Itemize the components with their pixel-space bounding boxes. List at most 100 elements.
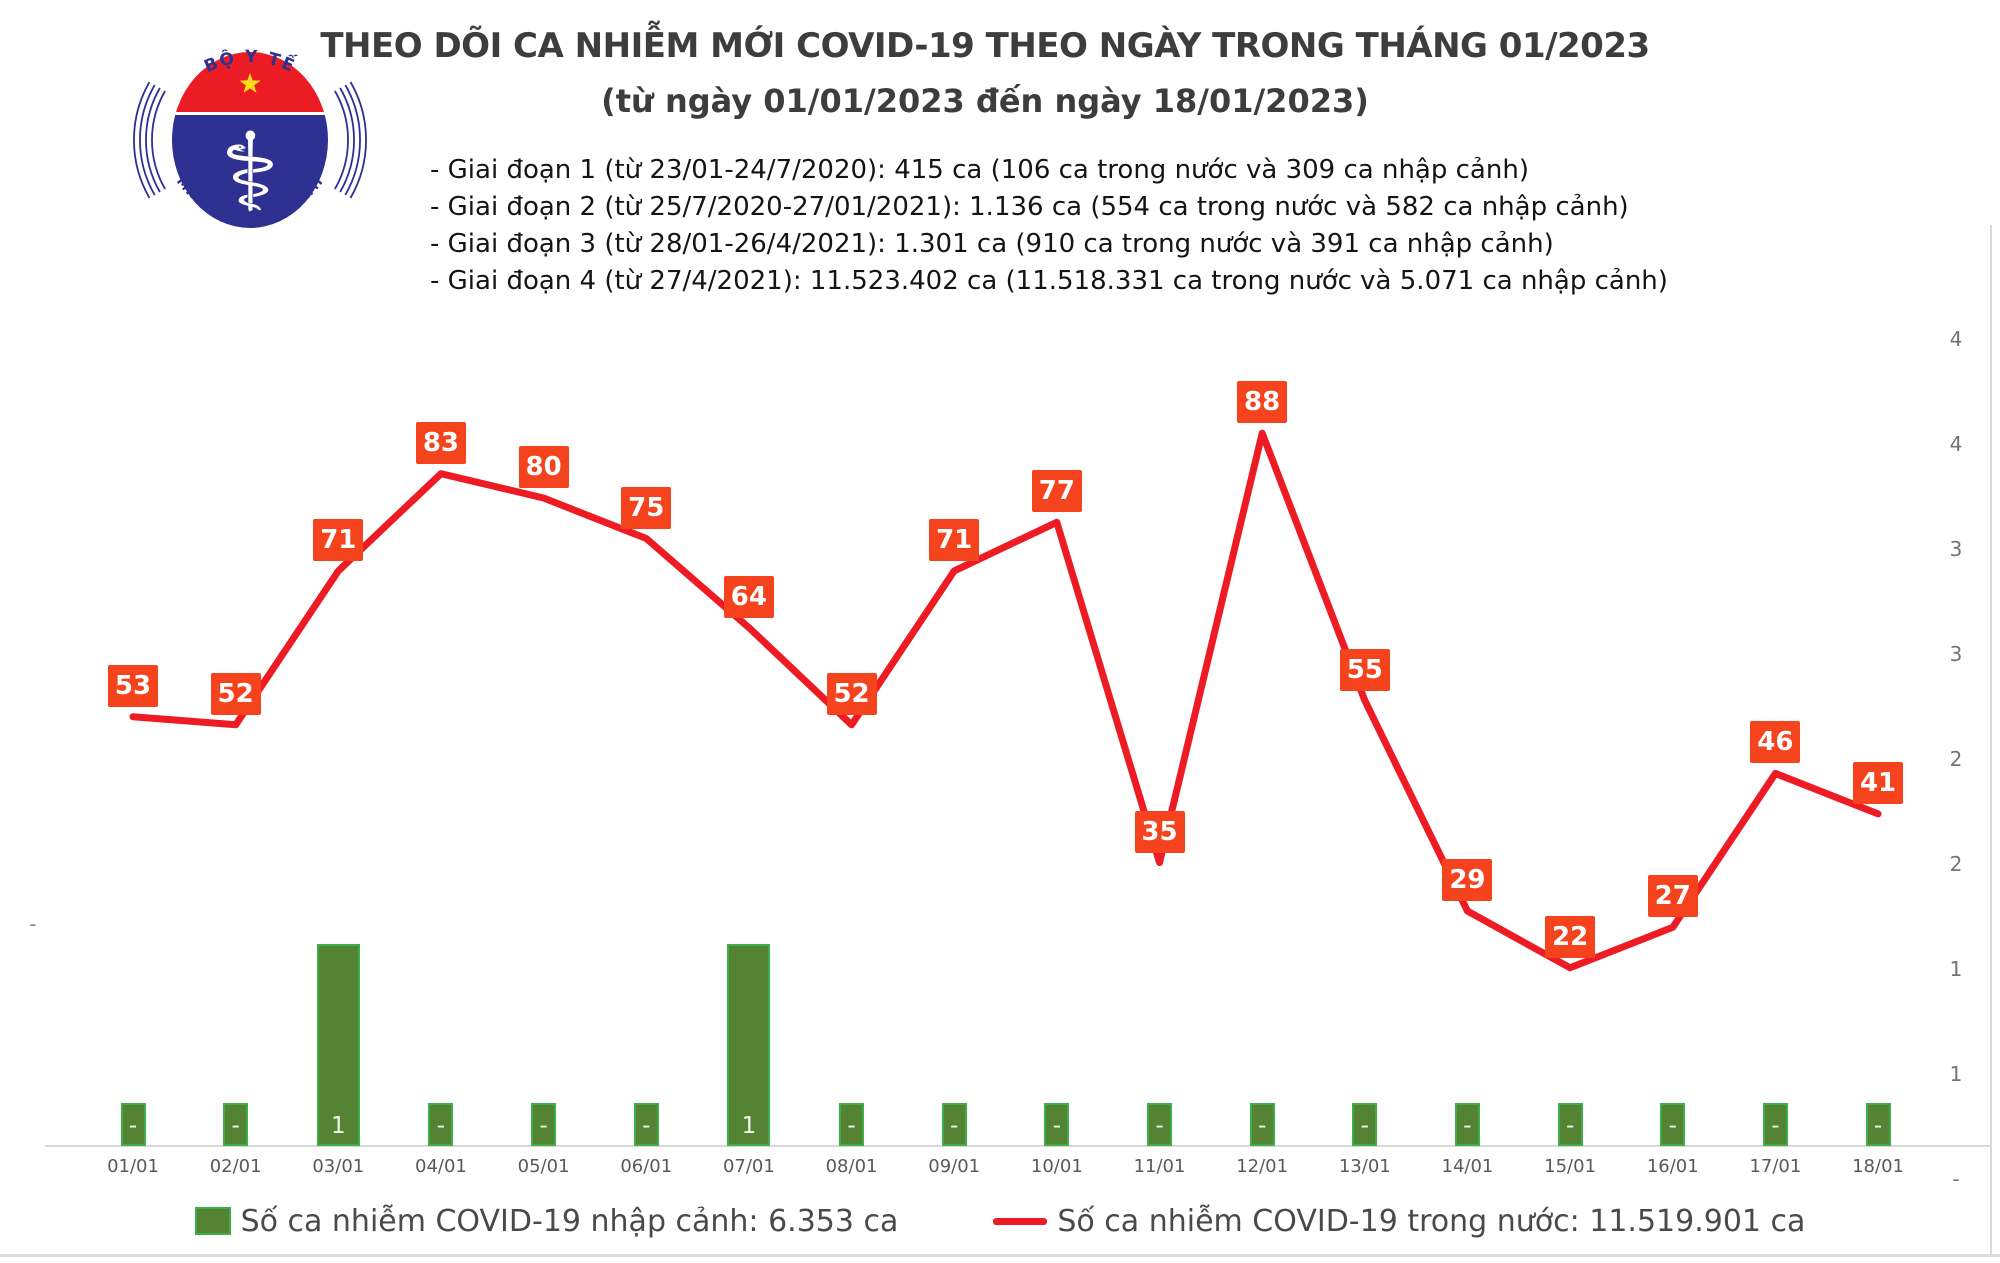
imported-case-label: - bbox=[642, 1113, 651, 1139]
bottom-border bbox=[0, 1254, 2000, 1257]
x-axis-label: 04/01 bbox=[415, 1156, 467, 1177]
domestic-case-label: 52 bbox=[826, 672, 877, 715]
ministry-of-health-logo: ⚕ BỘ Y TẾ MINISTRY OF HEALTH bbox=[133, 46, 367, 237]
imported-case-label: - bbox=[436, 1113, 446, 1139]
imported-cases-zero-bar: - bbox=[1762, 1103, 1788, 1146]
x-axis-label: 02/01 bbox=[209, 1156, 262, 1177]
phase-note-2: - Giai đoạn 2 (từ 25/7/2020-27/01/2021):… bbox=[430, 192, 1629, 222]
right-axis-label: 4 bbox=[1949, 327, 1963, 351]
imported-case-label: - bbox=[1360, 1113, 1369, 1139]
phase-note-4: - Giai đoạn 4 (từ 27/4/2021): 11.523.402… bbox=[430, 266, 1668, 296]
domestic-case-label: 83 bbox=[415, 421, 466, 464]
x-axis-label: 06/01 bbox=[620, 1156, 673, 1177]
imported-cases-zero-bar: - bbox=[1865, 1103, 1891, 1146]
imported-cases-zero-bar: - bbox=[633, 1103, 659, 1146]
right-axis-label: 1 bbox=[1949, 1062, 1963, 1086]
imported-cases-zero-bar: - bbox=[223, 1103, 249, 1146]
domestic-case-label: 53 bbox=[108, 664, 158, 707]
chart-legend: Số ca nhiễm COVID-19 nhập cảnh: 6.353 ca… bbox=[0, 1196, 2000, 1246]
right-axis-label: - bbox=[1952, 1167, 1960, 1191]
imported-cases-zero-bar: - bbox=[1660, 1103, 1686, 1146]
imported-case-label: - bbox=[128, 1113, 138, 1139]
imported-cases-zero-bar: - bbox=[1352, 1103, 1378, 1146]
imported-case-label: - bbox=[1463, 1113, 1472, 1139]
domestic-case-label: 27 bbox=[1647, 875, 1698, 918]
imported-cases-zero-bar: - bbox=[531, 1103, 557, 1146]
right-axis-label: 3 bbox=[1949, 537, 1963, 561]
imported-cases-zero-bar: - bbox=[839, 1103, 865, 1146]
imported-case-label: 1 bbox=[741, 1113, 757, 1139]
x-axis-label: 03/01 bbox=[312, 1156, 365, 1177]
right-axis-label: 2 bbox=[1949, 747, 1963, 771]
imported-cases-zero-bar: - bbox=[1044, 1103, 1070, 1146]
domestic-case-label: 64 bbox=[723, 575, 774, 618]
domestic-case-label: 71 bbox=[929, 518, 980, 561]
imported-case-label: - bbox=[1257, 1113, 1267, 1139]
legend-item-imported: Số ca nhiễm COVID-19 nhập cảnh: 6.353 ca bbox=[194, 1203, 899, 1239]
legend-domestic-label: Số ca nhiễm COVID-19 trong nước: 11.519.… bbox=[1057, 1203, 1806, 1239]
imported-case-label: - bbox=[231, 1113, 240, 1139]
left-axis-zero-label: - bbox=[29, 912, 37, 936]
phase-note-3: - Giai đoạn 3 (từ 28/01-26/4/2021): 1.30… bbox=[430, 229, 1554, 259]
x-axis-label: 17/01 bbox=[1749, 1156, 1802, 1177]
phase-note-1: - Giai đoạn 1 (từ 23/01-24/7/2020): 415 … bbox=[430, 155, 1529, 185]
right-axis-label: 3 bbox=[1949, 642, 1963, 666]
imported-case-label: - bbox=[950, 1113, 959, 1139]
imported-cases-zero-bar: - bbox=[1557, 1103, 1583, 1146]
imported-case-label: - bbox=[1873, 1113, 1883, 1139]
imported-case-label: - bbox=[847, 1113, 856, 1139]
legend-imported-label: Số ca nhiễm COVID-19 nhập cảnh: 6.353 ca bbox=[240, 1203, 899, 1239]
imported-cases-zero-bar: - bbox=[941, 1103, 967, 1146]
imported-cases-zero-bar: - bbox=[1454, 1103, 1480, 1146]
imported-cases-swatch-icon bbox=[194, 1207, 231, 1235]
rod-of-asclepius-icon: ⚕ bbox=[220, 109, 280, 237]
x-axis-label: 18/01 bbox=[1852, 1156, 1904, 1177]
imported-cases-bar: 1 bbox=[727, 944, 771, 1146]
domestic-case-label: 22 bbox=[1545, 915, 1596, 958]
x-axis-label: 11/01 bbox=[1133, 1156, 1186, 1177]
phase-notes: - Giai đoạn 1 (từ 23/01-24/7/2020): 415 … bbox=[430, 152, 1668, 300]
x-axis-label: 14/01 bbox=[1441, 1156, 1494, 1177]
x-axis-label: 16/01 bbox=[1646, 1156, 1699, 1177]
domestic-case-label: 29 bbox=[1442, 859, 1493, 902]
legend-item-domestic: Số ca nhiễm COVID-19 trong nước: 11.519.… bbox=[993, 1204, 1805, 1239]
right-axis-label: 4 bbox=[1949, 432, 1963, 456]
star-icon bbox=[239, 73, 261, 93]
domestic-case-label: 41 bbox=[1853, 761, 1904, 804]
logo-blue-body bbox=[172, 114, 328, 228]
page-title: THEO DÕI CA NHIỄM MỚI COVID-19 THEO NGÀY… bbox=[320, 26, 1650, 66]
imported-case-label: - bbox=[1155, 1113, 1164, 1139]
x-axis-label: 08/01 bbox=[825, 1156, 878, 1177]
imported-case-label: 1 bbox=[330, 1113, 346, 1139]
imported-cases-bar: 1 bbox=[316, 944, 360, 1146]
imported-case-label: - bbox=[1052, 1113, 1061, 1139]
x-axis-label: 09/01 bbox=[928, 1156, 981, 1177]
right-axis-line bbox=[1990, 225, 1992, 1255]
right-axis-label: 2 bbox=[1949, 852, 1963, 876]
x-axis-label: 07/01 bbox=[722, 1156, 775, 1177]
domestic-case-label: 35 bbox=[1134, 810, 1185, 853]
x-axis-label: 05/01 bbox=[517, 1156, 570, 1177]
x-axis-label: 12/01 bbox=[1236, 1156, 1289, 1177]
domestic-case-label: 71 bbox=[313, 518, 364, 561]
imported-cases-zero-bar: - bbox=[1147, 1103, 1172, 1146]
x-axis-label: 10/01 bbox=[1030, 1156, 1083, 1177]
logo-side-arcs bbox=[133, 81, 367, 199]
domestic-case-label: 80 bbox=[518, 446, 569, 488]
domestic-case-label: 55 bbox=[1339, 648, 1390, 691]
imported-cases-zero-bar: - bbox=[1249, 1103, 1275, 1146]
domestic-case-label: 52 bbox=[210, 672, 261, 715]
x-axis-baseline bbox=[45, 1145, 1990, 1147]
domestic-case-label: 88 bbox=[1237, 381, 1288, 424]
imported-case-label: - bbox=[539, 1113, 548, 1139]
imported-case-label: - bbox=[1668, 1113, 1677, 1139]
x-axis-label: 01/01 bbox=[107, 1156, 159, 1177]
imported-case-label: - bbox=[1565, 1113, 1575, 1139]
imported-case-label: - bbox=[1771, 1113, 1780, 1139]
right-axis-label: 1 bbox=[1949, 957, 1963, 981]
domestic-case-label: 46 bbox=[1750, 721, 1801, 764]
x-axis-label: 13/01 bbox=[1338, 1156, 1391, 1177]
